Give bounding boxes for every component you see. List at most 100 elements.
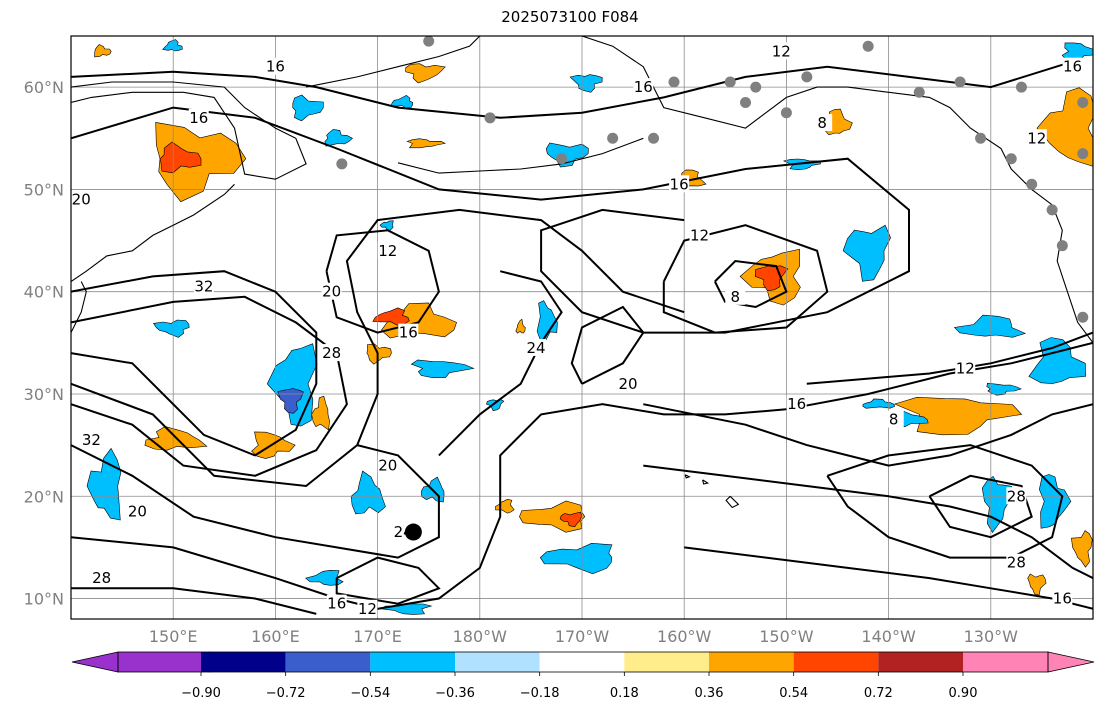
contour-line (71, 587, 317, 615)
coastline (305, 36, 481, 88)
contour-label-bg (617, 374, 638, 392)
shaded-region (893, 396, 1023, 436)
contour-label: 12 (956, 359, 975, 377)
station-dot (336, 158, 348, 170)
shaded-region (536, 300, 558, 345)
lat-tick-label: 30°N (24, 385, 64, 404)
shaded-region (953, 314, 1027, 338)
contour-label: 20 (128, 503, 147, 521)
contour-label-bg (1026, 129, 1047, 147)
contour-line (826, 444, 1064, 559)
map-frame (70, 35, 1094, 620)
shaded-region (862, 398, 896, 409)
colorbar-swatch (878, 652, 963, 672)
contour-line (71, 60, 1073, 119)
contour-label: 20 (72, 191, 91, 209)
station-dot (975, 132, 987, 144)
contour-label: 28 (92, 569, 111, 587)
contour-label: 16 (634, 78, 653, 96)
colorbar-tick-label: −0.36 (435, 686, 475, 701)
colorbar-frame (117, 651, 1049, 673)
contour-label-bg (725, 287, 746, 305)
lon-tick-label: 160°E (251, 627, 300, 646)
contour-label-bg (1006, 553, 1027, 571)
shaded-region (1061, 42, 1093, 61)
contour-label: 32 (194, 278, 213, 296)
contour-label: 12 (690, 226, 709, 244)
contour-line (71, 208, 685, 488)
colorbar-tick-label: 0.54 (779, 686, 808, 701)
station-dot (740, 96, 752, 108)
contour-label: 8 (889, 411, 899, 429)
shaded-region (152, 319, 190, 338)
colorbar-tick-label: −0.90 (181, 686, 221, 701)
contour-line (928, 474, 1033, 539)
lat-tick-label: 40°N (24, 283, 64, 302)
contour-line (570, 305, 645, 385)
coastline (684, 474, 691, 479)
lon-tick-label: 150°E (149, 627, 198, 646)
contour-line (684, 546, 1093, 610)
shaded-region (1027, 573, 1047, 596)
lat-tick-label: 50°N (24, 180, 64, 199)
contour-label-bg (127, 502, 148, 520)
station-dot (648, 132, 660, 144)
shaded-region (162, 39, 183, 52)
contour-line (714, 259, 788, 309)
contour-label-bg (326, 594, 347, 612)
contour-label: 12 (772, 42, 791, 60)
colorbar-swatch (285, 652, 371, 672)
station-dot (1005, 153, 1017, 165)
station-dot (750, 81, 762, 93)
colorbar-swatch (963, 652, 1048, 672)
contour-label-bg (526, 338, 547, 356)
station-dot (954, 76, 966, 88)
shaded-region (539, 542, 613, 575)
contour-label-bg (377, 456, 398, 474)
coastline (702, 479, 710, 485)
contour-label-bg (91, 569, 112, 587)
station-dot (607, 132, 619, 144)
lon-tick-labels: 150°E 160°E 170°E 180°W 170°W 160°W 150°W 140°W… (149, 627, 1018, 646)
colorbar-tick-label: 0.72 (864, 686, 893, 701)
lon-tick-label: 170°E (353, 627, 402, 646)
colorbar-tick-label: 0.18 (610, 686, 639, 701)
contour-line (325, 229, 440, 334)
contour-label-bg (377, 241, 398, 259)
colorbar-swatch (709, 652, 794, 672)
contour-line (71, 444, 440, 559)
shaded-region (1036, 87, 1093, 167)
colorbar-extend-left-tip (71, 651, 119, 673)
contour-label-bg (321, 344, 342, 362)
shaded-region (305, 569, 344, 586)
colorbar-extend-right-tip (1047, 651, 1095, 673)
contour-label: 12 (1027, 129, 1046, 147)
station-dot (556, 153, 568, 165)
contour-label-bg (669, 175, 690, 193)
lon-tick-label: 170°W (555, 627, 610, 646)
contour-label: 16 (1053, 590, 1072, 608)
shaded-region (251, 431, 296, 459)
contour-line (335, 556, 441, 605)
shaded-region (266, 343, 318, 427)
shaded-region (292, 94, 324, 122)
lat-tick-label: 60°N (24, 78, 64, 97)
contour-label-bg (265, 57, 286, 75)
contour-label-bg (1006, 487, 1027, 505)
station-dot (724, 76, 736, 88)
station-dot (1056, 240, 1068, 252)
station-dot (1077, 311, 1089, 323)
contour-label: 16 (787, 395, 806, 413)
station-dot (423, 36, 435, 47)
contour-label: 12 (358, 600, 377, 618)
lon-tick-label: 180°W (453, 627, 508, 646)
storm-center-dot (404, 523, 422, 541)
shaded-region (277, 388, 304, 414)
shaded-region (515, 318, 526, 334)
lon-tick-label: 130°W (964, 627, 1019, 646)
shaded-region (366, 343, 392, 365)
contour-label: 16 (266, 58, 285, 76)
contour-label: 8 (731, 288, 741, 306)
contour-label: 20 (618, 375, 637, 393)
shaded-region (559, 511, 583, 528)
